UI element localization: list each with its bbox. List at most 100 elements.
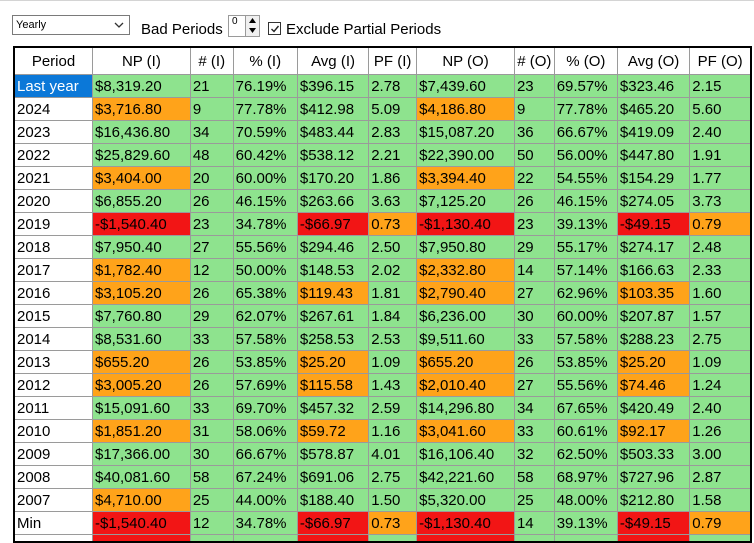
table-cell[interactable]: 2.75 xyxy=(368,465,418,489)
table-cell[interactable]: 3.00 xyxy=(689,442,752,466)
table-cell[interactable]: 58.06% xyxy=(232,419,298,443)
table-row[interactable]: 2022 $25,829.60 48 60.42% $538.12 2.21 $22,390… xyxy=(13,143,752,167)
table-row[interactable]: 2012 $3,005.20 26 57.69% $115.58 1.43 $2,010.4… xyxy=(13,373,752,397)
table-cell[interactable]: 2.53 xyxy=(368,327,418,351)
table-row[interactable]: 2011 $15,091.60 33 69.70% $457.32 2.59 $14,296… xyxy=(13,396,752,420)
table-cell[interactable]: 12 xyxy=(189,258,234,282)
table-cell[interactable]: $7,950.80 xyxy=(416,235,515,259)
table-cell[interactable]: 33 xyxy=(513,419,555,443)
table-cell[interactable]: $7,950.40 xyxy=(91,235,191,259)
table-cell[interactable]: 0.79 xyxy=(689,212,752,236)
table-cell[interactable]: 62.50% xyxy=(553,442,618,466)
table-cell[interactable]: $8,319.20 xyxy=(91,74,191,98)
table-cell[interactable]: $578.87 xyxy=(296,442,370,466)
table-cell[interactable]: 65.38% xyxy=(232,281,298,305)
table-cell[interactable]: 1.43 xyxy=(368,373,418,397)
table-row[interactable]: Min -$1,540.40 12 34.78% -$66.97 0.73 -$1,130.… xyxy=(13,511,752,535)
table-cell[interactable]: 57.58% xyxy=(232,327,298,351)
table-cell[interactable]: 29 xyxy=(189,304,234,328)
table-cell[interactable]: $154.29 xyxy=(616,166,691,190)
table-cell[interactable]: 9 xyxy=(513,97,555,121)
table-cell[interactable]: 66.67% xyxy=(553,120,618,144)
table-row[interactable]: Last year $8,319.20 21 76.19% $396.15 2.78 $7,… xyxy=(13,74,752,98)
column-header[interactable]: PF (I) xyxy=(368,46,418,75)
table-cell[interactable]: $166.63 xyxy=(616,258,691,282)
table-cell[interactable]: $74.46 xyxy=(616,373,691,397)
column-header[interactable]: PF (O) xyxy=(689,46,752,75)
table-cell[interactable]: $288.23 xyxy=(616,327,691,351)
table-cell[interactable]: 21 xyxy=(189,74,234,98)
table-cell[interactable]: -$49.15 xyxy=(616,511,691,535)
table-cell[interactable]: 67.65% xyxy=(553,396,618,420)
table-cell[interactable]: $119.43 xyxy=(296,281,370,305)
table-row[interactable]: 2013 $655.20 26 53.85% $25.20 1.09 $655.20 26 53… xyxy=(13,350,752,374)
table-cell[interactable]: 1.60 xyxy=(689,281,752,305)
column-header[interactable]: % (O) xyxy=(553,46,618,75)
period-cell[interactable]: 2015 xyxy=(13,304,93,328)
bad-periods-stepper[interactable]: 0 xyxy=(228,15,260,37)
table-cell[interactable]: 60.00% xyxy=(232,166,298,190)
table-cell[interactable]: $655.20 xyxy=(416,350,515,374)
table-cell[interactable]: $7,125.20 xyxy=(416,189,515,213)
table-cell[interactable]: 48 xyxy=(189,143,234,167)
table-cell[interactable]: 56.00% xyxy=(553,143,618,167)
table-cell[interactable]: 69.57% xyxy=(553,74,618,98)
period-cell[interactable]: 2008 xyxy=(13,465,93,489)
table-row[interactable]: 2019 -$1,540.40 23 34.78% -$66.97 0.73 -$1,130… xyxy=(13,212,752,236)
table-cell[interactable]: 2.50 xyxy=(368,235,418,259)
table-cell[interactable]: 1.84 xyxy=(368,304,418,328)
table-cell[interactable]: 1.81 xyxy=(368,281,418,305)
table-cell[interactable]: $148.53 xyxy=(296,258,370,282)
period-cell[interactable]: 2013 xyxy=(13,350,93,374)
table-cell[interactable]: 1.09 xyxy=(368,350,418,374)
table-cell[interactable]: 60.42% xyxy=(232,143,298,167)
table-row[interactable]: 2021 $3,404.00 20 60.00% $170.20 1.86 $3,394.4… xyxy=(13,166,752,190)
table-cell[interactable]: $25.20 xyxy=(296,350,370,374)
period-cell[interactable]: 2021 xyxy=(13,166,93,190)
table-row[interactable]: 2024 $3,716.80 9 77.78% $412.98 5.09 $4,186.80… xyxy=(13,97,752,121)
table-cell[interactable]: $3,005.20 xyxy=(91,373,191,397)
table-cell[interactable]: 68.97% xyxy=(553,465,618,489)
table-cell[interactable]: 44.00% xyxy=(232,488,298,512)
table-cell[interactable]: 60.00% xyxy=(553,304,618,328)
table-cell[interactable]: 3.73 xyxy=(689,189,752,213)
table-cell[interactable]: $9,511.60 xyxy=(416,327,515,351)
table-cell[interactable]: $263.66 xyxy=(296,189,370,213)
table-cell[interactable]: 39.13% xyxy=(553,511,618,535)
table-cell[interactable]: 50 xyxy=(513,143,555,167)
table-cell[interactable]: 26 xyxy=(189,350,234,374)
table-cell[interactable]: 1.77 xyxy=(689,166,752,190)
period-select[interactable]: Yearly xyxy=(12,15,130,35)
period-cell[interactable]: 2023 xyxy=(13,120,93,144)
table-cell[interactable]: 3.63 xyxy=(368,189,418,213)
period-cell[interactable]: 2017 xyxy=(13,258,93,282)
table-cell[interactable]: 0.79 xyxy=(689,511,752,535)
table-cell[interactable]: 2.02 xyxy=(368,258,418,282)
table-cell[interactable]: 26 xyxy=(513,350,555,374)
exclude-partial-checkbox[interactable] xyxy=(268,22,281,35)
table-cell[interactable]: 2.33 xyxy=(689,258,752,282)
table-cell[interactable]: 57.14% xyxy=(553,258,618,282)
period-cell[interactable]: 2007 xyxy=(13,488,93,512)
table-cell[interactable]: 23 xyxy=(513,74,555,98)
period-cell[interactable]: 2024 xyxy=(13,97,93,121)
table-cell[interactable]: $17,366.00 xyxy=(91,442,191,466)
table-cell[interactable]: $42,221.60 xyxy=(416,465,515,489)
table-cell[interactable]: $396.15 xyxy=(296,74,370,98)
table-cell[interactable]: $1,782.40 xyxy=(91,258,191,282)
period-cell[interactable]: 2011 xyxy=(13,396,93,420)
table-cell[interactable]: 27 xyxy=(513,373,555,397)
table-cell[interactable]: 48.00% xyxy=(553,488,618,512)
table-row[interactable]: 2010 $1,851.20 31 58.06% $59.72 1.16 $3,041.60… xyxy=(13,419,752,443)
table-row[interactable]: 2020 $6,855.20 26 46.15% $263.66 3.63 $7,125.2… xyxy=(13,189,752,213)
table-cell[interactable]: 26 xyxy=(189,189,234,213)
table-cell[interactable]: 0.73 xyxy=(368,511,418,535)
table-cell[interactable]: 20 xyxy=(189,166,234,190)
table-cell[interactable]: 2.40 xyxy=(689,120,752,144)
table-cell[interactable]: 67.24% xyxy=(232,465,298,489)
table-cell[interactable]: 2.59 xyxy=(368,396,418,420)
table-cell[interactable]: 53.85% xyxy=(553,350,618,374)
table-cell[interactable]: 1.09 xyxy=(689,350,752,374)
table-cell[interactable]: 77.78% xyxy=(232,97,298,121)
table-cell[interactable]: 14 xyxy=(513,511,555,535)
